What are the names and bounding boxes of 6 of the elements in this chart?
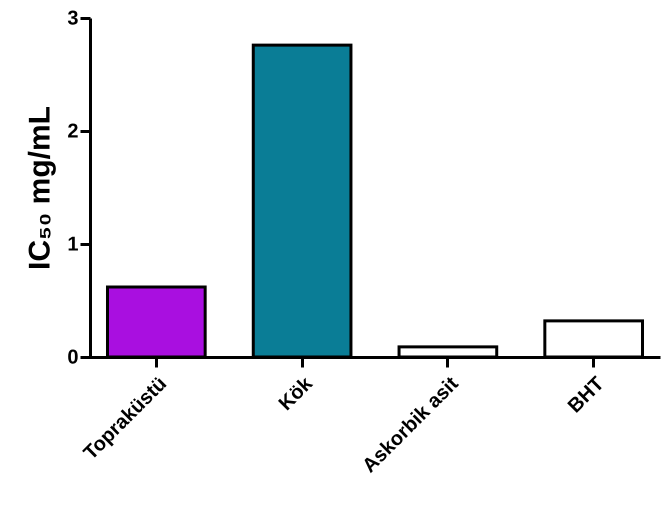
x-tick-label: Kök bbox=[274, 372, 318, 416]
y-tick-label: 0 bbox=[67, 346, 78, 368]
y-tick-label: 2 bbox=[67, 120, 78, 142]
y-tick-label: 3 bbox=[67, 8, 78, 30]
y-axis-title: IC₅₀ mg/mL bbox=[23, 106, 56, 270]
y-tick-label: 1 bbox=[67, 234, 78, 256]
